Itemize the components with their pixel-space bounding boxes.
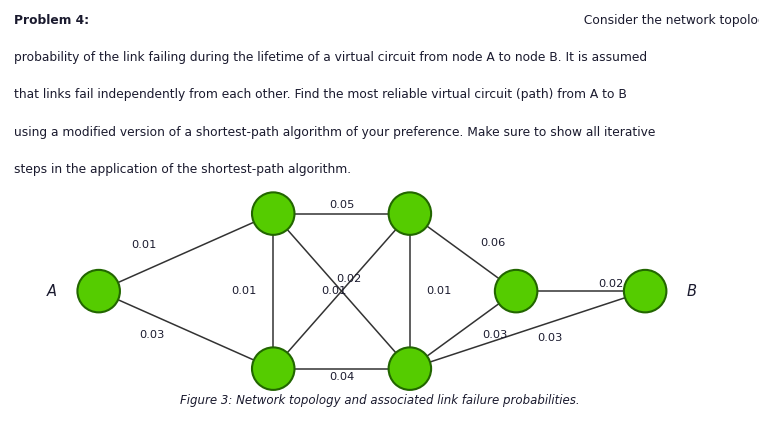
Text: 0.01: 0.01: [426, 286, 452, 296]
Text: steps in the application of the shortest-path algorithm.: steps in the application of the shortest…: [14, 163, 351, 176]
Text: 0.01: 0.01: [231, 286, 257, 296]
Text: probability of the link failing during the lifetime of a virtual circuit from no: probability of the link failing during t…: [14, 51, 647, 64]
Text: A: A: [47, 283, 57, 299]
Ellipse shape: [389, 347, 431, 390]
Ellipse shape: [77, 270, 120, 312]
Ellipse shape: [252, 347, 294, 390]
Text: 0.02: 0.02: [336, 274, 362, 284]
Text: 0.01: 0.01: [321, 286, 347, 296]
Text: 0.05: 0.05: [329, 200, 354, 210]
Text: 0.04: 0.04: [329, 372, 354, 382]
Ellipse shape: [252, 193, 294, 235]
Text: B: B: [687, 283, 697, 299]
Text: Consider the network topology of Figure 3. The number shown next to each link is: Consider the network topology of Figure …: [580, 14, 759, 27]
Ellipse shape: [624, 270, 666, 312]
Text: 0.03: 0.03: [139, 330, 165, 340]
Text: that links fail independently from each other. Find the most reliable virtual ci: that links fail independently from each …: [14, 88, 626, 102]
Text: 0.01: 0.01: [131, 240, 157, 250]
Text: Problem 4:: Problem 4:: [14, 14, 89, 27]
Text: 0.06: 0.06: [480, 238, 506, 248]
Text: using a modified version of a shortest-path algorithm of your preference. Make s: using a modified version of a shortest-p…: [14, 126, 655, 139]
Text: 0.02: 0.02: [598, 279, 624, 289]
Text: 0.03: 0.03: [482, 330, 508, 340]
Ellipse shape: [389, 193, 431, 235]
Text: 0.03: 0.03: [537, 333, 563, 343]
Ellipse shape: [495, 270, 537, 312]
Text: Figure 3: Network topology and associated link failure probabilities.: Figure 3: Network topology and associate…: [180, 394, 579, 408]
